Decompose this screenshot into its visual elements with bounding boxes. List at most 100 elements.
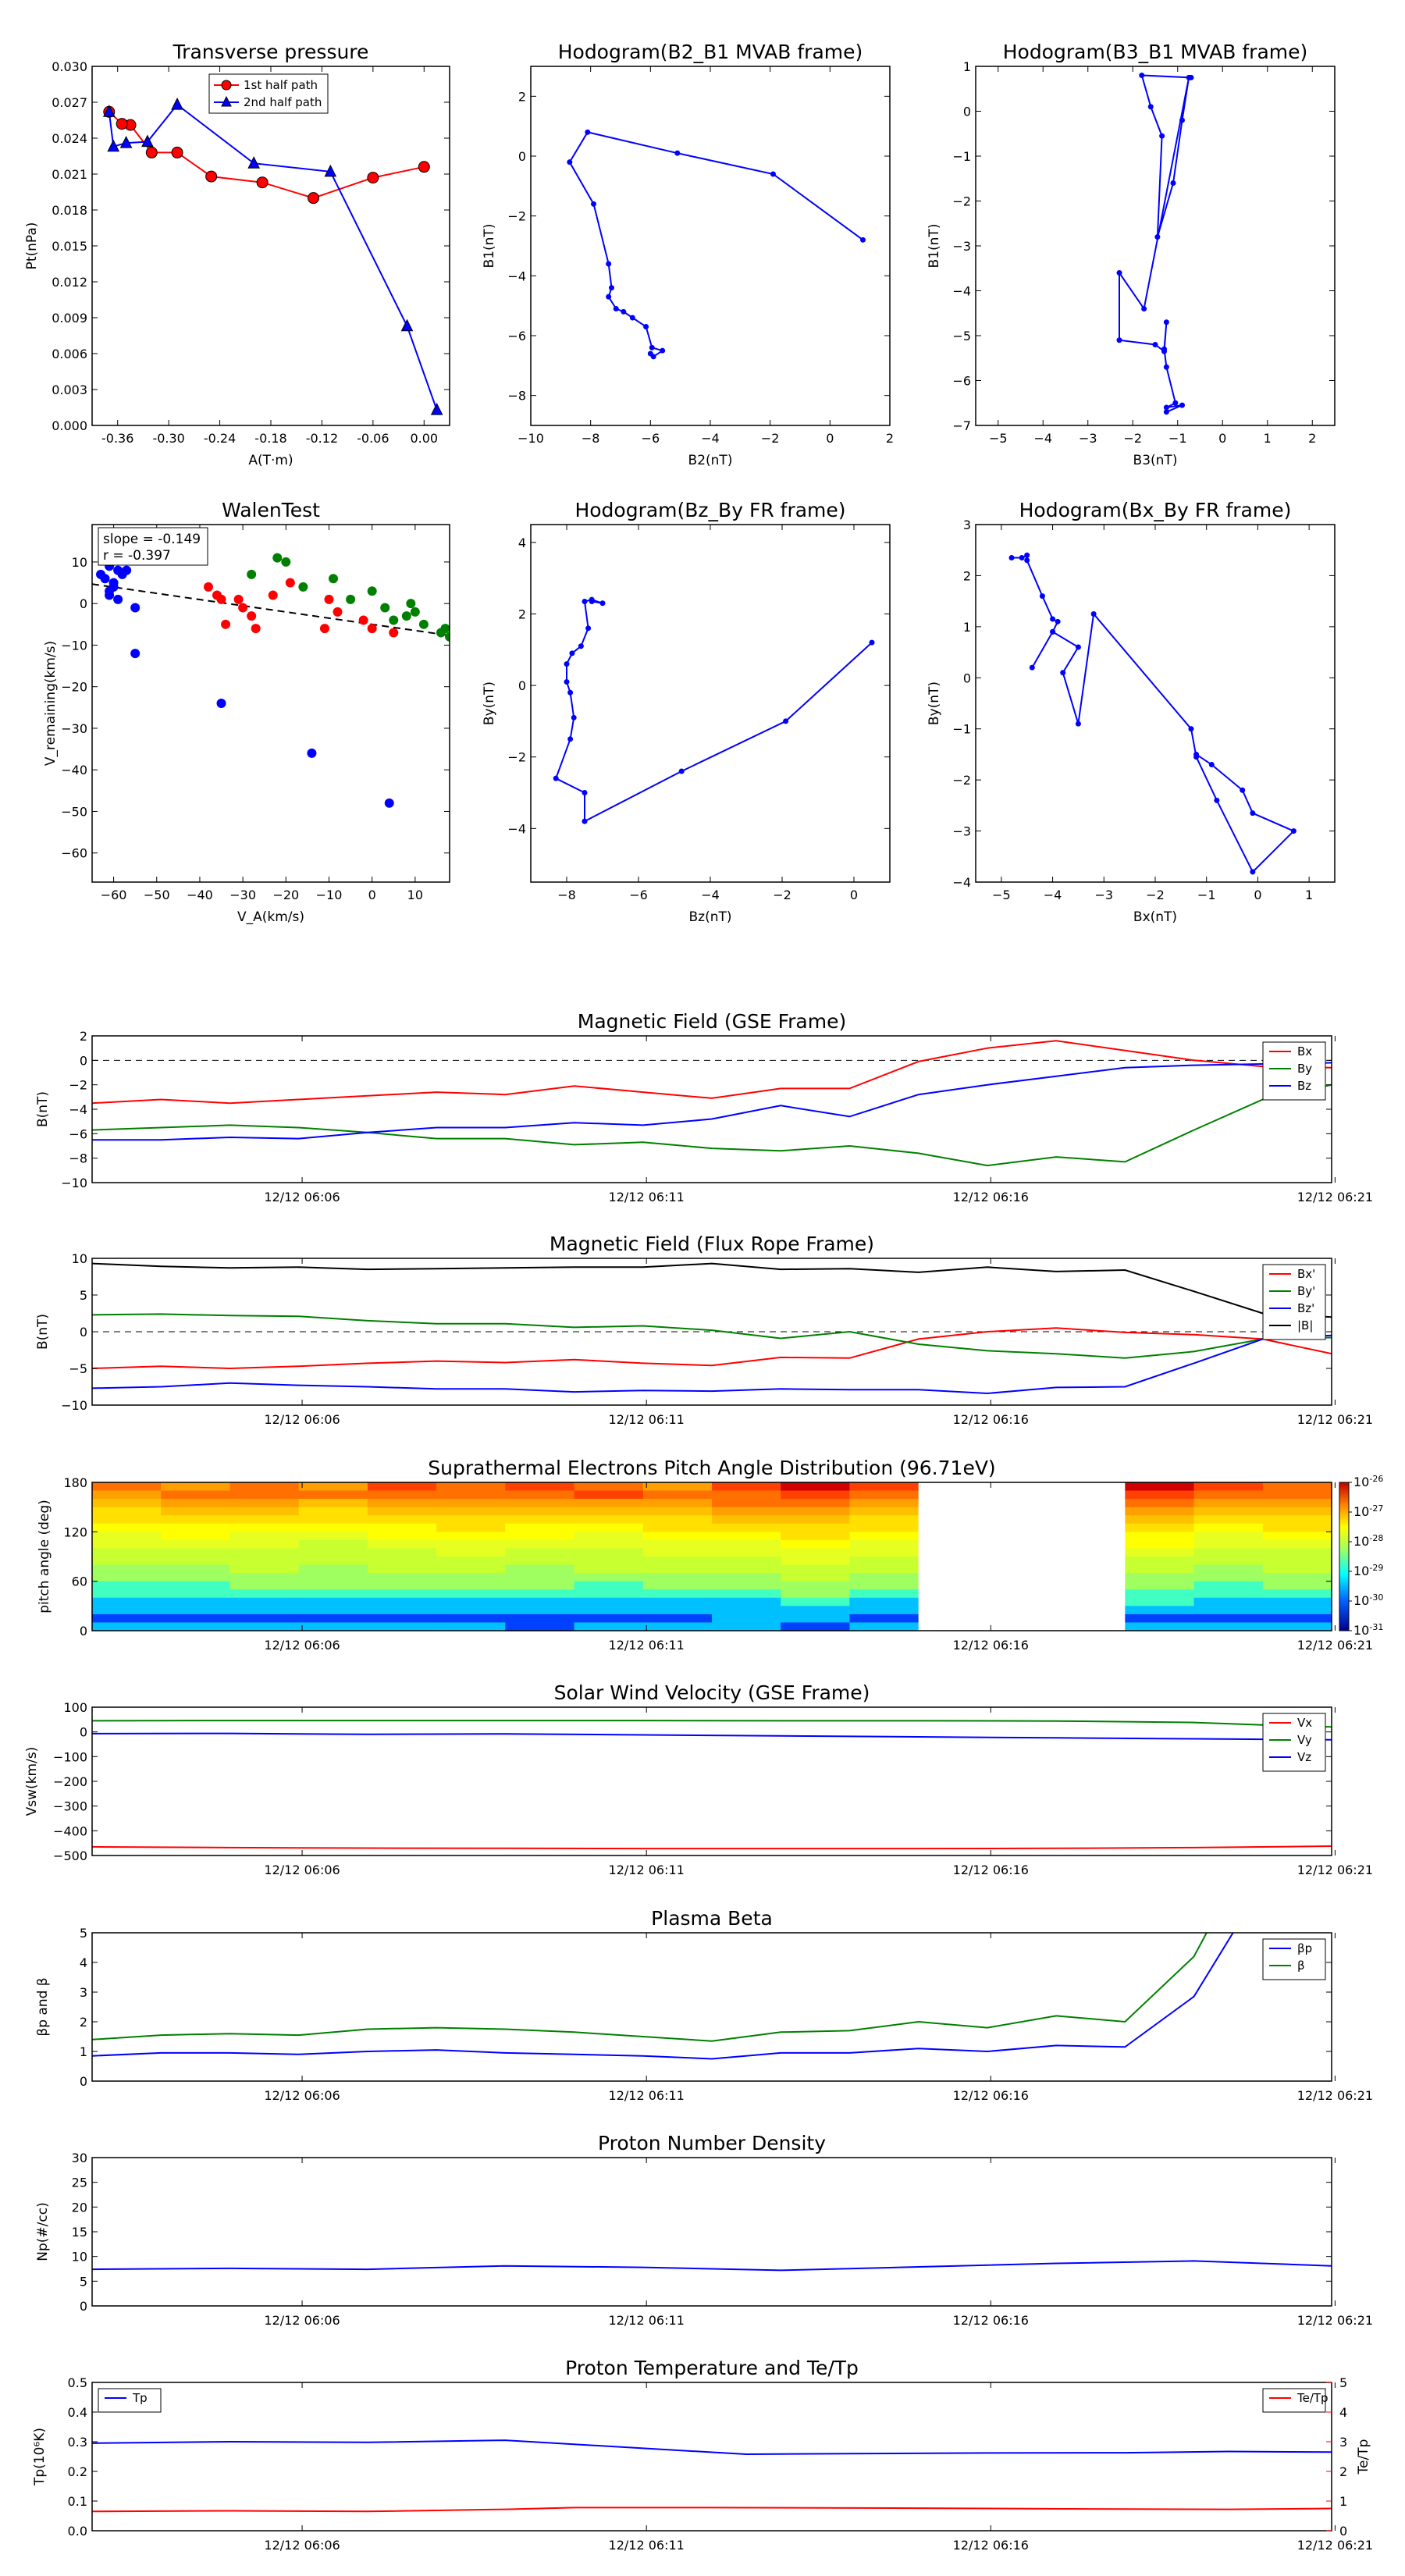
data-point [1055,618,1061,624]
heatmap-cell [1125,1507,1195,1516]
heatmap-cell [1262,1581,1332,1590]
y-tick-label: −2 [507,750,526,765]
heatmap-cell [1262,1557,1332,1566]
heatmap-cell [1193,1499,1264,1508]
data-point [430,402,443,415]
data-point [1172,400,1179,406]
time-tick-label: 12/12 06:16 [953,2538,1029,2553]
y-axis-label: B1(nT) [927,224,942,269]
data-point [567,689,574,696]
heatmap-cell [367,1614,437,1624]
heatmap-cell [92,1589,162,1599]
data-point [1152,342,1158,347]
data-point [256,176,269,189]
scatter-point [130,603,140,613]
heatmap-cell [1262,1597,1332,1606]
scatter-point [367,624,377,634]
series-line-path [1012,553,1296,873]
time-tick-label: 12/12 06:21 [1297,2538,1373,2553]
panel-hodo-b2-b1: Hodogram(B2_B1 MVAB frame) −10 −8 −6 −4 −2 0 2 −… [482,41,894,468]
colorbar-tick-label: 10-30 [1353,1592,1383,1608]
heatmap-cell [642,1507,713,1516]
y-tick-label: 10 [72,555,87,570]
y-tick-label: −4 [952,875,971,890]
time-tick-label: 12/12 06:11 [609,2538,685,2553]
heatmap-cell [298,1539,368,1550]
data-point [1154,234,1161,240]
x-tick-label: 1 [1305,888,1313,902]
data-point [582,818,588,824]
series-path [1008,552,1297,875]
series-line-path [554,599,873,823]
heatmap-cell [1193,1523,1264,1532]
heatmap-cell [92,1523,162,1532]
heatmap-cell [367,1482,437,1492]
data-point [674,150,681,156]
series-vy [92,1720,1332,1728]
heatmap-cell [642,1614,713,1624]
heatmap-cell [849,1614,919,1624]
series-by [92,1313,1332,1359]
chart-title: Hodogram(B2_B1 MVAB frame) [558,41,863,63]
heatmap-cell [781,1614,851,1624]
heatmap-cell [1056,1499,1126,1508]
data-point [582,598,588,604]
time-tick-label: 12/12 06:06 [264,1190,340,1204]
heatmap-cell [92,1490,162,1500]
heatmap-cell [1262,1499,1332,1508]
y-tick-label: −50 [61,804,87,819]
heatmap-cell [849,1507,919,1516]
data-point [171,97,183,110]
axes-frame [530,524,891,883]
heatmap-cell [987,1499,1057,1508]
legend: Bx By Bz [1262,1041,1326,1101]
scatter-point [247,569,257,579]
heatmap-cell [1125,1589,1195,1599]
heatmap-cell [849,1581,919,1590]
heatmap-cell [849,1523,919,1532]
series-path [553,596,875,824]
heatmap-cell [642,1499,713,1508]
heatmap-cell [229,1532,300,1541]
data-point [1208,762,1215,768]
heatmap-cell [1125,1482,1195,1492]
heatmap-cell [849,1499,919,1508]
heatmap-cell [161,1589,231,1599]
heatmap-cell [918,1589,988,1599]
heatmap-cell [918,1523,988,1532]
heatmap-cell [1125,1499,1195,1508]
legend: Vx Vy Vz [1262,1713,1326,1772]
heatmap-cell [987,1490,1057,1500]
scatter-point [221,619,231,629]
heatmap-cell [781,1573,851,1582]
heatmap-cell [367,1606,437,1615]
heatmap-cell [781,1532,851,1541]
series-line-b [92,1262,1332,1318]
heatmap-cell [642,1597,713,1606]
heatmap-cell [367,1622,437,1631]
heatmap-cell [918,1532,988,1541]
y-tick-label: −40 [61,763,87,777]
panel-mag-gse: Magnetic Field (GSE Frame) 12/12 06:06 12/… [35,1010,1373,1204]
series-line-bx [92,1040,1332,1105]
scatter-point [367,586,377,596]
data-point [116,118,128,130]
legend-label-: β [1297,1959,1305,1973]
heatmap-cell [229,1515,300,1525]
y-tick-label: −6 [69,1126,87,1141]
legend-label-bx: Bx [1297,1044,1312,1059]
heatmap-cell [298,1622,368,1631]
y-tick-label: −2 [952,773,971,788]
panel-hodo-bz-by: Hodogram(Bz_By FR frame) −8 −6 −4 −2 0 −4 −2 0 2 4… [482,499,891,925]
heatmap-cell [781,1515,851,1525]
data-point [1163,409,1169,415]
legend-label-bx: Bx' [1297,1267,1315,1281]
heatmap-cell [229,1606,300,1615]
heatmap-cell [781,1490,851,1500]
axes-frame [91,1482,1332,1631]
heatmap-cell [987,1548,1057,1557]
heatmap-cell [712,1523,781,1532]
heatmap-cell [849,1539,919,1550]
y-tick-label: 180 [63,1475,87,1490]
